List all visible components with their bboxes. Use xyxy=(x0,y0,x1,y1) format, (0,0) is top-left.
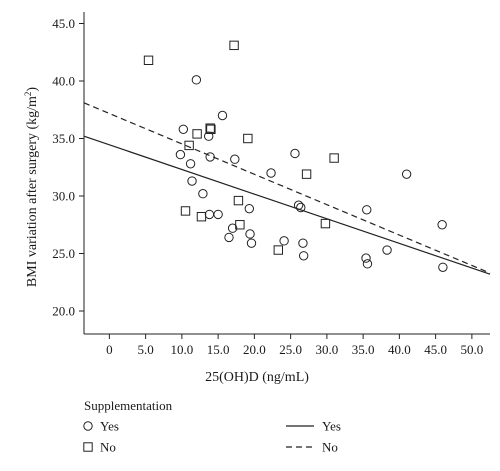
data-point-yes xyxy=(382,245,392,255)
y-tick-label: 30.0 xyxy=(52,189,75,204)
fit-line-yes xyxy=(83,135,491,275)
x-tick-label: 5.0 xyxy=(138,342,154,357)
data-point-yes xyxy=(362,205,372,215)
data-point-yes xyxy=(298,238,308,248)
data-point-yes xyxy=(245,229,255,239)
x-tick-label: 15.0 xyxy=(207,342,230,357)
y-tick-label: 20.0 xyxy=(52,304,75,319)
data-point-yes xyxy=(230,154,240,164)
legend-label: Yes xyxy=(100,419,119,434)
data-point-yes xyxy=(178,124,189,135)
y-tick-label: 25.0 xyxy=(52,246,75,261)
data-points xyxy=(143,40,448,272)
data-point-yes xyxy=(187,176,197,186)
y-tick-label: 35.0 xyxy=(52,131,75,146)
fit-lines xyxy=(83,102,491,275)
y-tick-label: 45.0 xyxy=(52,16,75,31)
y-axis-title: BMI variation after surgery (kg/m2) xyxy=(23,87,40,288)
data-point-no xyxy=(143,55,154,65)
data-point-yes xyxy=(204,209,215,220)
x-tick-label: 10.0 xyxy=(171,342,194,357)
data-point-yes xyxy=(217,110,228,121)
data-point-no xyxy=(235,220,245,230)
legend: Yes No Yes No xyxy=(83,419,341,455)
data-point-yes xyxy=(213,209,223,220)
legend-marker-square xyxy=(83,442,93,452)
data-point-no xyxy=(196,212,207,222)
legend-label: No xyxy=(100,440,116,455)
y-axis-title-superscript: 2 xyxy=(23,92,33,97)
data-point-yes xyxy=(298,251,309,261)
data-point-no xyxy=(273,245,284,255)
data-point-no xyxy=(233,195,244,206)
x-tick-label: 25.0 xyxy=(279,342,302,357)
data-point-no xyxy=(229,40,239,51)
data-point-yes xyxy=(198,189,208,199)
x-tick-label: 45.0 xyxy=(424,342,447,357)
data-point-no xyxy=(301,169,312,179)
y-tick-label: 40.0 xyxy=(52,74,75,89)
data-point-yes xyxy=(246,238,257,248)
data-point-yes xyxy=(279,236,289,246)
x-tick-label: 20.0 xyxy=(243,342,266,357)
x-axis-title: 25(OH)D (ng/mL) xyxy=(205,370,309,385)
y-axis-title-end: ) xyxy=(25,87,40,92)
data-point-yes xyxy=(290,148,300,159)
data-point-no xyxy=(192,129,202,139)
data-point-yes xyxy=(227,223,238,233)
data-point-no xyxy=(206,124,216,134)
x-tick-label: 30.0 xyxy=(316,342,339,357)
data-point-yes xyxy=(362,259,373,269)
data-point-no xyxy=(180,206,191,216)
data-point-yes xyxy=(438,262,448,272)
fit-line-no xyxy=(83,102,491,274)
data-point-yes xyxy=(175,149,186,160)
data-point-yes xyxy=(224,232,234,243)
data-point-no xyxy=(320,218,331,229)
x-tick-label: 35.0 xyxy=(352,342,375,357)
data-point-no xyxy=(329,153,339,163)
legend-label: No xyxy=(322,440,338,455)
y-axis-title-main: BMI variation after surgery (kg/m xyxy=(25,96,40,287)
data-point-yes xyxy=(296,202,306,213)
data-point-no xyxy=(243,133,253,144)
data-point-yes xyxy=(191,75,202,85)
data-point-no xyxy=(205,123,215,133)
data-point-yes xyxy=(185,159,196,169)
x-tick-label: 40.0 xyxy=(388,342,411,357)
data-point-yes xyxy=(401,169,412,179)
data-point-no xyxy=(184,140,194,151)
legend-marker-circle xyxy=(83,421,93,431)
x-tick-label: 0 xyxy=(106,342,113,357)
data-point-yes xyxy=(266,168,276,178)
legend-label: Yes xyxy=(322,419,341,434)
axes: 20.0 25.0 30.0 35.0 40.0 45.0 0 5.0 10.0 15.0 20.0… xyxy=(52,12,490,357)
data-point-yes xyxy=(244,203,255,214)
data-point-yes xyxy=(437,220,447,230)
data-point-yes xyxy=(361,253,371,263)
legend-title: Supplementation xyxy=(84,398,173,413)
x-tick-label: 50.0 xyxy=(461,342,484,357)
